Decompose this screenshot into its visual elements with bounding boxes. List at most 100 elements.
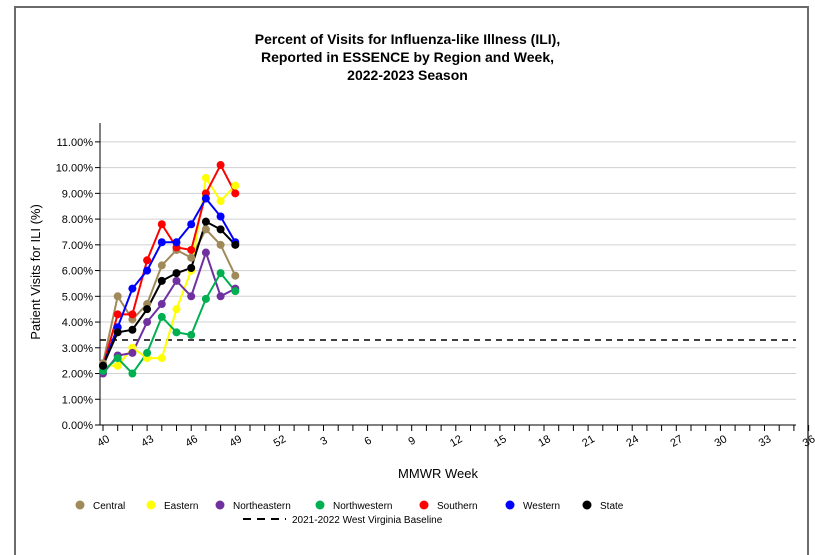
data-point-state [157, 276, 166, 285]
x-tick-label: 18 [536, 433, 553, 450]
series-line-western [102, 196, 237, 367]
x-tick-label: 33 [757, 433, 774, 450]
data-point-southern [113, 310, 122, 319]
data-point-central [231, 271, 240, 280]
data-point-southern [157, 220, 166, 229]
data-point-state [99, 361, 107, 370]
y-tick-label: 6.00% [62, 266, 93, 278]
series-line-northeastern [102, 249, 236, 375]
chart-title-line-3: 2022-2023 Season [347, 67, 468, 83]
data-point-northwestern [187, 330, 196, 339]
y-tick-label: 10.00% [56, 163, 94, 175]
data-point-northwestern [216, 269, 225, 278]
series-line-eastern [103, 175, 237, 367]
chart-title: Percent of Visits for Influenza-like Ill… [0, 30, 815, 84]
x-tick-label: 27 [668, 433, 685, 450]
x-tick-label: 9 [407, 435, 418, 448]
legend-marker-state [582, 500, 592, 510]
chart-title-line-1: Percent of Visits for Influenza-like Ill… [254, 31, 561, 47]
data-point-western [172, 238, 181, 247]
y-tick-label: 11.00% [57, 137, 94, 149]
legend-marker-western [505, 500, 515, 510]
data-point-western [201, 194, 210, 203]
legend-label-northeastern: Northeastern [233, 501, 291, 512]
data-point-eastern [201, 173, 210, 182]
x-axis-title: MMWR Week [398, 466, 478, 481]
data-point-western [128, 284, 137, 293]
data-point-eastern [172, 305, 181, 314]
legend-marker-northwestern [315, 500, 325, 510]
data-point-state [172, 269, 181, 278]
data-point-northeastern [216, 292, 225, 301]
y-tick-label: 1.00% [62, 394, 93, 406]
legend-marker-northeastern [215, 500, 225, 510]
data-point-southern [231, 189, 240, 198]
x-tick-label: 43 [139, 433, 156, 450]
y-tick-label: 4.00% [62, 317, 93, 329]
y-tick-label: 9.00% [62, 188, 93, 200]
data-point-northeastern [187, 292, 196, 301]
legend-label-central: Central [93, 501, 125, 512]
data-point-state [128, 325, 137, 334]
legend-marker-central [75, 500, 85, 510]
data-point-northeastern [172, 276, 181, 285]
data-point-northwestern [157, 312, 166, 321]
data-point-state [231, 240, 240, 249]
series-line-northwestern [102, 271, 237, 376]
data-point-northeastern [128, 348, 137, 357]
data-point-state [113, 328, 122, 337]
data-point-western [157, 238, 166, 247]
x-tick-label: 52 [272, 433, 289, 450]
data-point-southern [216, 161, 225, 170]
y-axis-title: Patient Visits for ILI (%) [28, 204, 43, 340]
chart-frame [14, 6, 809, 555]
data-point-state [187, 263, 196, 272]
data-point-northeastern [201, 248, 210, 257]
legend-label-northwestern: Northwestern [333, 501, 392, 512]
data-point-northwestern [201, 294, 210, 303]
data-point-southern [143, 256, 152, 265]
x-tick-label: 30 [713, 433, 730, 450]
data-point-state [143, 305, 152, 314]
x-tick-label: 24 [624, 433, 641, 450]
data-point-northwestern [172, 328, 181, 337]
legend-marker-eastern [146, 500, 156, 510]
legend-marker-southern [419, 500, 429, 510]
x-tick-label: 21 [580, 433, 597, 450]
legend-label-state: State [600, 501, 624, 512]
data-point-central [216, 240, 225, 249]
data-point-eastern [157, 354, 166, 363]
legend-label-eastern: Eastern [164, 501, 198, 512]
data-point-western [143, 266, 152, 275]
x-tick-label: 15 [492, 433, 509, 450]
series-line-southern [102, 162, 237, 367]
y-tick-label: 2.00% [62, 369, 93, 381]
y-tick-label: 0.00% [62, 420, 93, 432]
data-point-southern [187, 245, 196, 254]
y-tick-label: 8.00% [62, 214, 93, 226]
data-point-eastern [113, 361, 122, 370]
data-point-state [216, 225, 225, 234]
x-tick-label: 36 [801, 433, 815, 450]
legend-label-southern: Southern [437, 501, 478, 512]
data-point-central [157, 261, 166, 270]
data-point-eastern [231, 181, 240, 190]
x-tick-label: 46 [183, 433, 200, 450]
data-point-central [187, 253, 196, 262]
data-point-eastern [216, 197, 225, 206]
legend-label-baseline: 2021-2022 West Virginia Baseline [292, 515, 443, 526]
x-tick-label: 49 [227, 433, 244, 450]
data-point-state [201, 217, 210, 226]
data-point-northwestern [143, 348, 152, 357]
data-point-western [187, 220, 196, 229]
data-point-western [216, 212, 225, 221]
y-tick-label: 7.00% [62, 240, 93, 252]
data-point-northwestern [231, 287, 240, 296]
y-tick-label: 5.00% [62, 291, 93, 303]
data-point-central [201, 225, 210, 234]
x-tick-label: 6 [362, 435, 373, 448]
data-point-central [113, 292, 122, 301]
x-tick-label: 12 [448, 433, 465, 450]
x-tick-label: 3 [318, 435, 329, 448]
